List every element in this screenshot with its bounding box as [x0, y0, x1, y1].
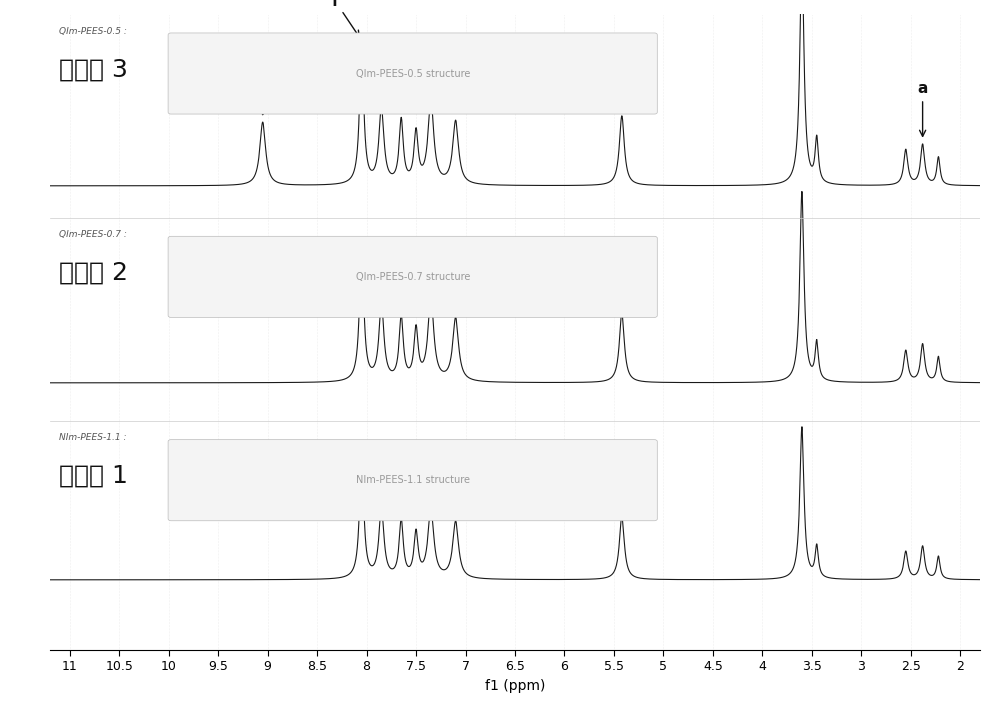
Text: a: a — [917, 81, 928, 136]
FancyBboxPatch shape — [168, 440, 657, 521]
FancyBboxPatch shape — [168, 33, 657, 114]
Text: f: f — [332, 0, 359, 37]
Text: QIm-PEES-0.5 :: QIm-PEES-0.5 : — [59, 26, 127, 36]
Text: 实施例 2: 实施例 2 — [59, 261, 128, 285]
Text: QIm-PEES-0.7 structure: QIm-PEES-0.7 structure — [356, 272, 470, 282]
FancyBboxPatch shape — [168, 236, 657, 318]
X-axis label: f1 (ppm): f1 (ppm) — [485, 679, 545, 693]
Text: NIm-PEES-1.1 structure: NIm-PEES-1.1 structure — [356, 476, 470, 486]
Text: d: d — [257, 59, 268, 114]
Text: QIm-PEES-0.7 :: QIm-PEES-0.7 : — [59, 230, 127, 239]
Text: NIm-PEES-1.1 :: NIm-PEES-1.1 : — [59, 433, 127, 443]
Text: 实施例 1: 实施例 1 — [59, 464, 128, 488]
Text: c: c — [0, 713, 1, 714]
Text: QIm-PEES-0.5 structure: QIm-PEES-0.5 structure — [356, 69, 470, 79]
Text: 实施例 3: 实施例 3 — [59, 57, 128, 81]
Text: e: e — [617, 53, 627, 109]
